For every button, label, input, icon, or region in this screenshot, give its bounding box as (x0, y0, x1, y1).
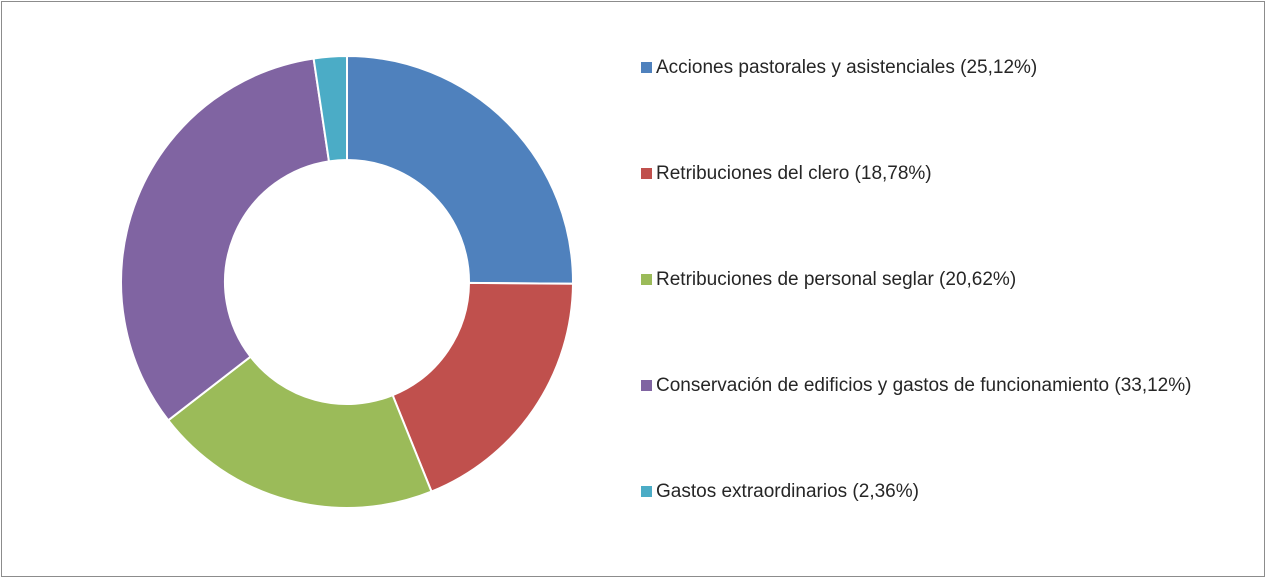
legend-item: Retribuciones de personal seglar (20,62%… (641, 267, 1241, 293)
legend-swatch (641, 168, 652, 179)
donut-slice (120, 57, 331, 422)
legend-item: Conservación de edificios y gastos de fu… (641, 373, 1241, 399)
donut-slice (391, 281, 575, 493)
legend-swatch (641, 62, 652, 73)
donut-slice (166, 355, 433, 509)
legend-item: Gastos extraordinarios (2,36%) (641, 479, 1241, 505)
legend-label: Conservación de edificios y gastos de fu… (656, 375, 1192, 396)
donut-slice (312, 54, 348, 163)
legend-swatch (641, 274, 652, 285)
legend-label: Gastos extraordinarios (2,36%) (656, 481, 919, 502)
legend-label: Acciones pastorales y asistenciales (25,… (656, 57, 1038, 78)
legend-label: Retribuciones del clero (18,78%) (656, 163, 932, 184)
donut-slice (346, 54, 574, 285)
legend-label: Retribuciones de personal seglar (20,62%… (656, 269, 1017, 290)
legend-item: Retribuciones del clero (18,78%) (641, 161, 1241, 187)
legend-swatch (641, 380, 652, 391)
legend-item: Acciones pastorales y asistenciales (25,… (641, 55, 1241, 81)
legend-swatch (641, 486, 652, 497)
